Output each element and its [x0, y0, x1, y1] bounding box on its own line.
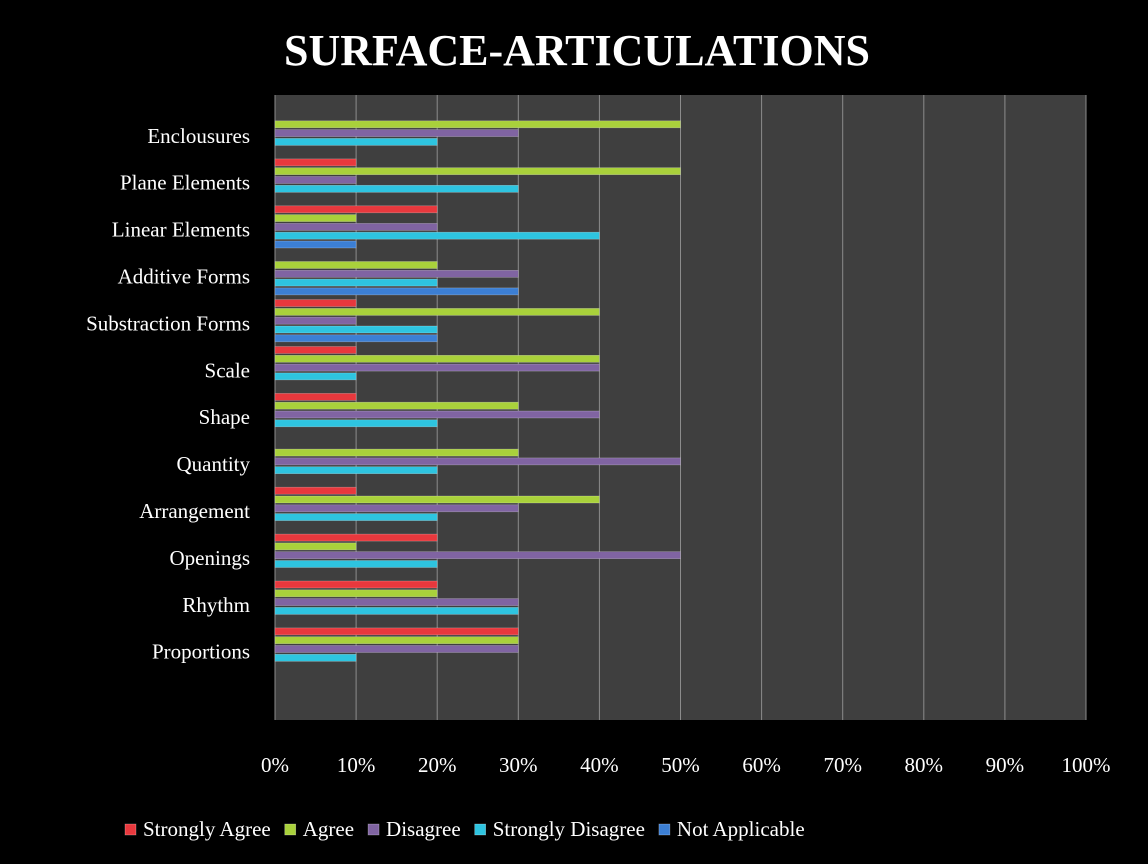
y-tick-label: Rhythm: [182, 593, 250, 617]
bar: [274, 129, 519, 137]
legend-label: Not Applicable: [677, 817, 805, 841]
bar: [274, 598, 519, 606]
bar: [274, 393, 357, 401]
y-tick-label: Openings: [170, 546, 251, 570]
bar: [274, 486, 357, 495]
x-tick-label: 60%: [742, 753, 781, 777]
legend-label: Agree: [303, 817, 354, 841]
x-tick-label: 0%: [261, 753, 289, 777]
bar: [274, 354, 600, 363]
bar: [274, 495, 600, 504]
bar: [274, 419, 438, 428]
legend-swatch: [367, 823, 380, 836]
bar: [274, 185, 519, 193]
bar: [274, 308, 600, 316]
bar: [274, 120, 681, 129]
bar: [274, 645, 519, 653]
bar: [274, 627, 519, 636]
x-tick-label: 100%: [1062, 753, 1111, 777]
bar: [274, 466, 438, 475]
y-tick-label: Substraction Forms: [86, 311, 250, 335]
legend-swatch: [284, 823, 297, 836]
bar: [274, 214, 357, 222]
bar: [274, 240, 357, 249]
bar: [274, 167, 681, 175]
bar: [274, 607, 519, 615]
legend-label: Strongly Disagree: [493, 817, 645, 841]
bar: [274, 299, 357, 307]
bar: [274, 205, 438, 214]
bar: [274, 551, 681, 560]
bar: [274, 138, 438, 146]
bar: [274, 504, 519, 513]
y-tick-label: Plane Elements: [120, 171, 250, 195]
legend-label: Disagree: [386, 817, 461, 841]
bar: [274, 316, 357, 325]
y-tick-label: Shape: [199, 405, 250, 429]
bar: [274, 653, 357, 662]
x-tick-label: 80%: [905, 753, 944, 777]
x-tick-label: 90%: [986, 753, 1025, 777]
bar: [274, 158, 357, 167]
bar: [274, 448, 519, 457]
bar: [274, 589, 438, 598]
y-tick-label: Scale: [205, 358, 250, 382]
x-tick-label: 50%: [661, 753, 700, 777]
y-tick-label: Additive Forms: [118, 265, 250, 289]
bar: [274, 231, 600, 240]
x-tick-label: 20%: [418, 753, 457, 777]
bar: [274, 533, 438, 542]
bar: [274, 457, 681, 466]
bar: [274, 410, 600, 419]
bar: [274, 401, 519, 410]
bar: [274, 278, 438, 287]
bar: [274, 372, 357, 381]
x-tick-label: 70%: [823, 753, 862, 777]
bar: [274, 287, 519, 296]
bar: [274, 513, 438, 521]
y-tick-label: Quantity: [177, 452, 251, 476]
x-tick-label: 40%: [580, 753, 619, 777]
bar: [274, 334, 438, 343]
bar: [274, 261, 438, 269]
legend-swatch: [124, 823, 137, 836]
bar: [274, 223, 438, 231]
y-tick-label: Arrangement: [139, 499, 250, 523]
legend-label: Strongly Agree: [143, 817, 271, 841]
x-tick-label: 30%: [499, 753, 538, 777]
y-tick-label: Linear Elements: [112, 218, 250, 242]
bar: [274, 176, 357, 184]
bar: [274, 325, 438, 334]
bar: [274, 542, 357, 551]
bar: [274, 269, 519, 278]
chart-title: SURFACE-ARTICULATIONS: [284, 26, 870, 75]
bar: [274, 560, 438, 568]
bar: [274, 636, 519, 645]
y-tick-label: Proportions: [152, 640, 250, 664]
legend-swatch: [658, 823, 671, 836]
legend-swatch: [474, 823, 486, 836]
bar: [274, 346, 357, 354]
bar: [274, 363, 600, 372]
x-tick-label: 10%: [337, 753, 376, 777]
y-tick-label: Enclousures: [147, 124, 250, 148]
bar: [274, 580, 438, 589]
